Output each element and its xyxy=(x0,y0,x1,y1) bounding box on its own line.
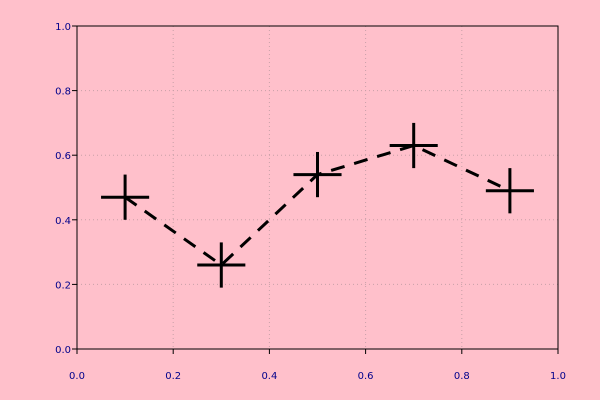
plot-frame xyxy=(76,25,559,350)
x-tick-label: 1.0 xyxy=(550,371,566,382)
data-point-marker xyxy=(389,122,438,169)
y-tick-label: 0.8 xyxy=(55,87,71,98)
data-point-marker xyxy=(197,242,246,288)
x-tick-label: 0.6 xyxy=(358,371,374,382)
y-tick-labels: 0.0 0.2 0.4 0.6 0.8 1.0 xyxy=(55,22,71,356)
y-tick-label: 0.6 xyxy=(55,151,71,162)
y-tick-label: 0.4 xyxy=(55,216,71,227)
axis-ticks xyxy=(72,25,559,354)
data-point-marker xyxy=(293,151,342,198)
x-tick-label: 0.8 xyxy=(454,371,470,382)
y-tick-label: 1.0 xyxy=(55,22,71,33)
y-tick-label: 0.0 xyxy=(55,345,71,356)
x-tick-label: 0.2 xyxy=(165,371,181,382)
data-point-marker xyxy=(485,168,534,214)
x-tick-labels: 0.0 0.2 0.4 0.6 0.8 1.0 xyxy=(69,371,566,382)
data-point-marker xyxy=(101,174,150,220)
y-tick-label: 0.2 xyxy=(55,280,71,291)
data-series xyxy=(101,122,534,288)
x-tick-label: 0.0 xyxy=(69,371,85,382)
x-tick-label: 0.4 xyxy=(261,371,277,382)
